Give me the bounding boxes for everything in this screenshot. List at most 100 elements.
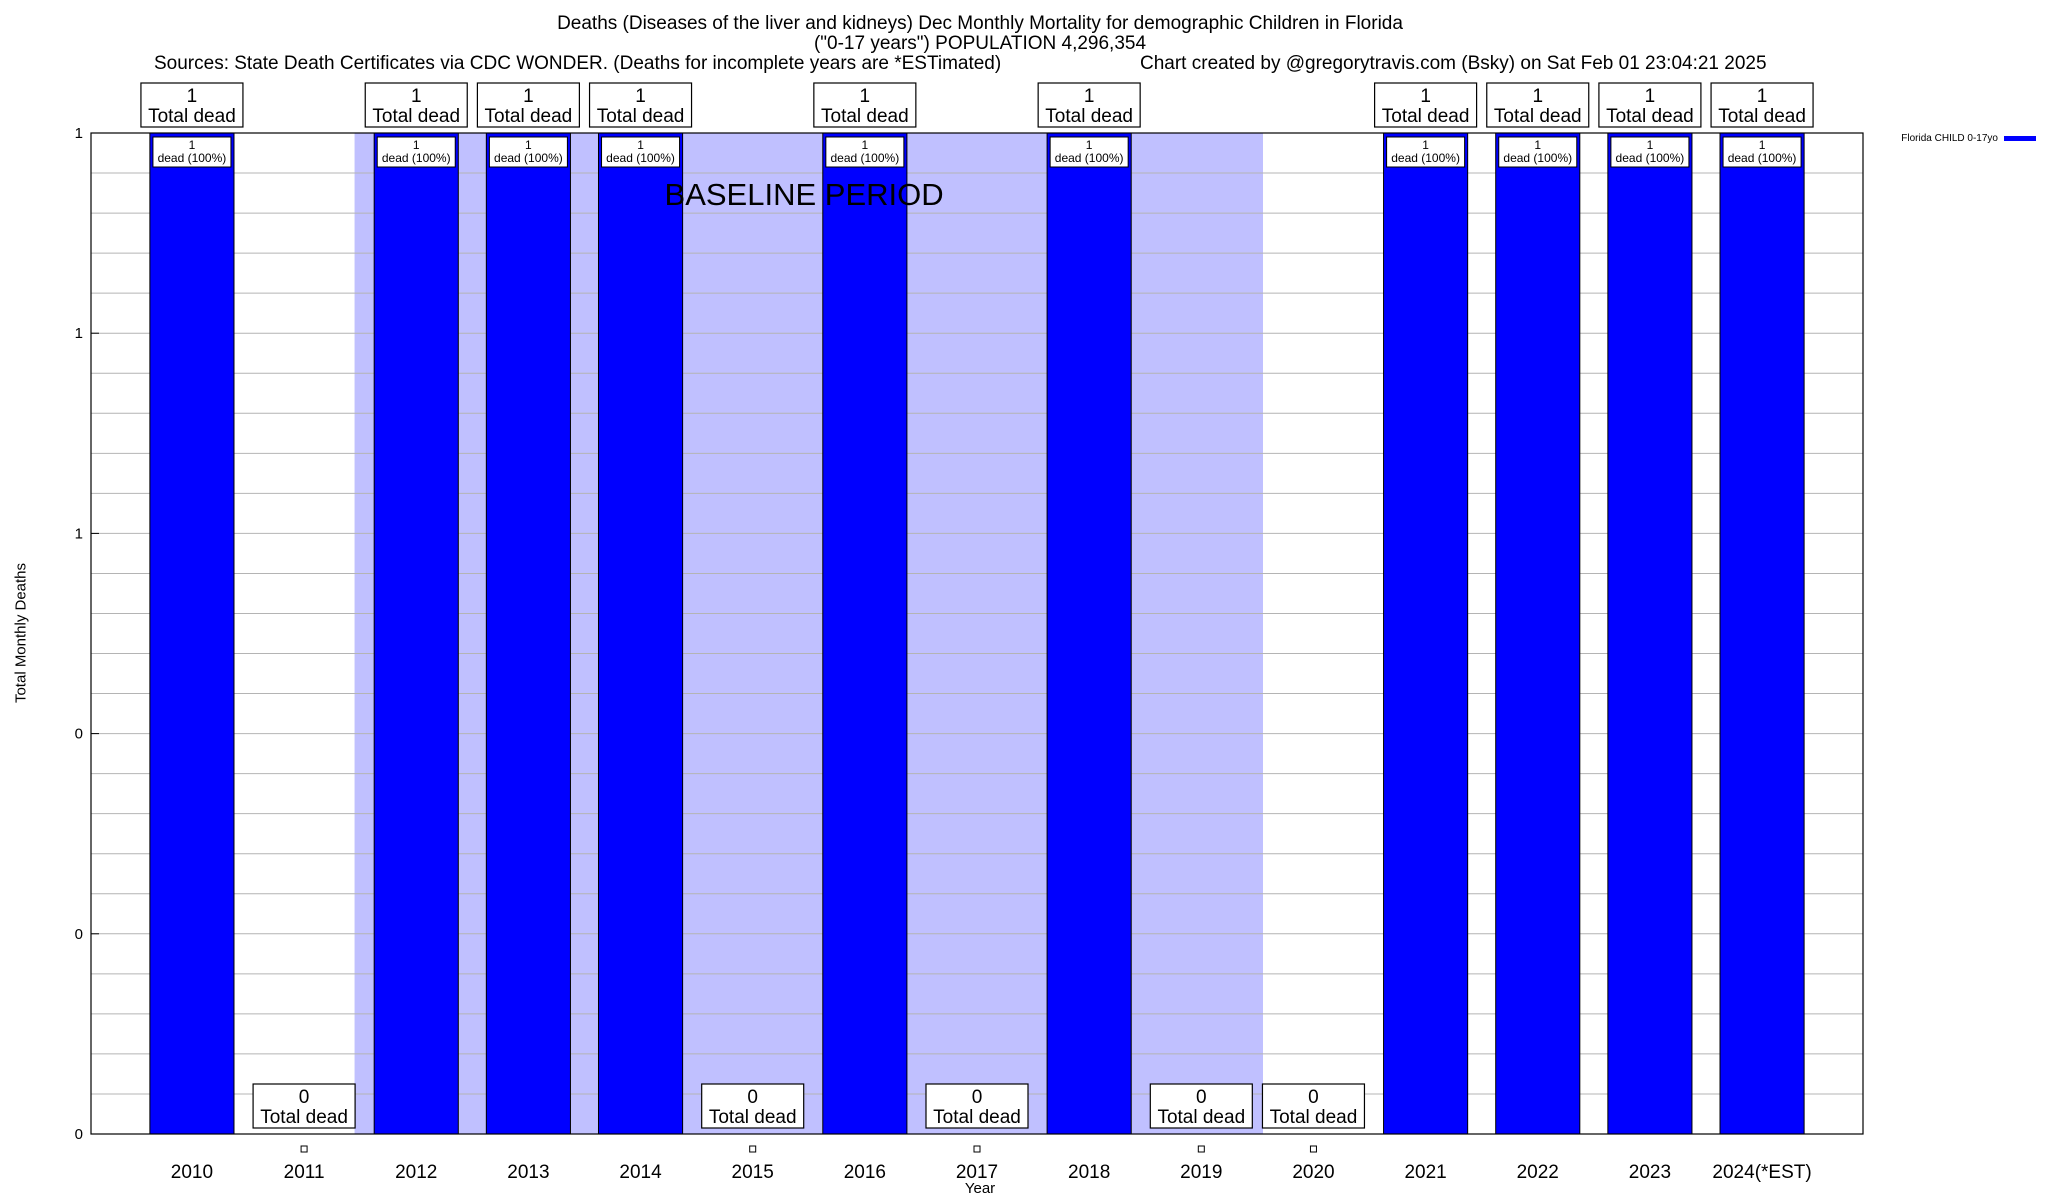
bar-value-count: 1 bbox=[189, 138, 196, 152]
bar-value-count: 1 bbox=[413, 138, 420, 152]
total-dead-box bbox=[364, 82, 468, 128]
total-dead-label: Total dead bbox=[1382, 106, 1470, 127]
total-dead-label: Total dead bbox=[1270, 1107, 1358, 1128]
bar-value-box bbox=[1049, 136, 1129, 168]
total-dead-count: 0 bbox=[972, 1087, 983, 1108]
total-dead-count: 1 bbox=[635, 86, 646, 107]
x-tick-label: 2011 bbox=[284, 1162, 325, 1183]
total-dead-label: Total dead bbox=[821, 106, 909, 127]
x-tick-label: 2021 bbox=[1404, 1162, 1446, 1183]
total-dead-label: Total dead bbox=[148, 106, 236, 127]
bar-value-percent: dead (100%) bbox=[1391, 151, 1460, 165]
chart-title-line2: ("0-17 years") POPULATION 4,296,354 bbox=[813, 33, 1147, 54]
bar-value-count: 1 bbox=[637, 138, 644, 152]
bar-value-count: 1 bbox=[1534, 138, 1541, 152]
total-dead-count: 1 bbox=[1420, 86, 1431, 107]
subtitle-row: Sources: State Death Certificates via CD… bbox=[150, 53, 1960, 75]
zero-point-marker bbox=[749, 1145, 757, 1153]
total-dead-box bbox=[925, 1083, 1029, 1129]
x-tick-label: 2024(*EST) bbox=[1712, 1162, 1811, 1183]
bar-value-box bbox=[376, 136, 456, 168]
y-tick-label: 0 bbox=[75, 1126, 83, 1143]
bar-value-percent: dead (100%) bbox=[1728, 151, 1797, 165]
zero-point-marker bbox=[1309, 1145, 1317, 1153]
bar-value-percent: dead (100%) bbox=[830, 151, 899, 165]
bar-value-percent: dead (100%) bbox=[158, 151, 227, 165]
y-tick-label: 0 bbox=[75, 926, 83, 943]
total-dead-box bbox=[1261, 1083, 1366, 1129]
total-dead-count: 0 bbox=[1196, 1087, 1207, 1108]
total-dead-count: 1 bbox=[1645, 86, 1656, 107]
x-tick-label: 2023 bbox=[1629, 1162, 1671, 1183]
x-tick-label: 2016 bbox=[844, 1162, 886, 1183]
total-dead-box bbox=[813, 82, 917, 128]
legend-swatch bbox=[2004, 136, 2036, 141]
total-dead-count: 0 bbox=[1308, 1087, 1319, 1108]
total-dead-box bbox=[476, 82, 580, 128]
x-tick-label: 2019 bbox=[1180, 1162, 1222, 1183]
total-dead-box bbox=[1374, 82, 1478, 128]
data-bar bbox=[485, 132, 571, 1135]
total-dead-count: 1 bbox=[1084, 86, 1095, 107]
credit-text: Chart created by @gregorytravis.com (Bsk… bbox=[1140, 53, 1767, 74]
y-axis-label: Total Monthly Deaths bbox=[12, 562, 30, 704]
y-tick-label: 1 bbox=[75, 125, 83, 142]
bar-value-count: 1 bbox=[1422, 138, 1429, 152]
total-dead-box bbox=[1037, 82, 1141, 128]
total-dead-label: Total dead bbox=[1157, 1107, 1245, 1128]
total-dead-label: Total dead bbox=[597, 106, 685, 127]
total-dead-count: 1 bbox=[523, 86, 534, 107]
data-bar bbox=[1046, 132, 1132, 1135]
zero-point-marker bbox=[1197, 1145, 1205, 1153]
total-dead-box bbox=[252, 1083, 356, 1129]
x-tick-label: 2022 bbox=[1517, 1162, 1559, 1183]
bar-value-box bbox=[1610, 136, 1690, 168]
plot-frame bbox=[90, 132, 1864, 1135]
total-dead-box bbox=[588, 82, 693, 128]
total-dead-label: Total dead bbox=[260, 1107, 348, 1128]
total-dead-label: Total dead bbox=[1606, 106, 1694, 127]
data-bar bbox=[1383, 132, 1469, 1135]
data-bar bbox=[822, 132, 908, 1135]
x-tick-label: 2013 bbox=[507, 1162, 549, 1183]
total-dead-count: 1 bbox=[1757, 86, 1768, 107]
bar-value-box bbox=[1386, 136, 1466, 168]
y-tick-label: 0 bbox=[75, 726, 83, 743]
total-dead-count: 1 bbox=[411, 86, 422, 107]
total-dead-box bbox=[140, 82, 244, 128]
total-dead-label: Total dead bbox=[372, 106, 460, 127]
x-tick-label: 2018 bbox=[1068, 1162, 1110, 1183]
zero-point-marker bbox=[300, 1145, 308, 1153]
bar-value-percent: dead (100%) bbox=[1055, 151, 1124, 165]
bar-value-count: 1 bbox=[1647, 138, 1654, 152]
bar-value-count: 1 bbox=[525, 138, 532, 152]
x-tick-label: 2017 bbox=[956, 1162, 998, 1183]
data-bar bbox=[1607, 132, 1693, 1135]
total-dead-count: 1 bbox=[187, 86, 198, 107]
data-bar bbox=[149, 132, 235, 1135]
total-dead-count: 1 bbox=[860, 86, 871, 107]
total-dead-label: Total dead bbox=[1718, 106, 1806, 127]
bar-value-box bbox=[1722, 136, 1802, 168]
total-dead-box bbox=[1598, 82, 1702, 128]
bar-value-box bbox=[152, 136, 232, 168]
bar-value-box bbox=[601, 136, 681, 168]
baseline-period-label: BASELINE PERIOD bbox=[665, 177, 944, 212]
total-dead-box bbox=[1486, 82, 1590, 128]
sources-text: Sources: State Death Certificates via CD… bbox=[154, 53, 1002, 74]
total-dead-label: Total dead bbox=[1494, 106, 1582, 127]
x-tick-label: 2010 bbox=[171, 1162, 213, 1183]
x-axis-label: Year bbox=[964, 1180, 996, 1197]
bar-value-count: 1 bbox=[862, 138, 869, 152]
data-bar bbox=[373, 132, 459, 1135]
chart-title: Deaths (Diseases of the liver and kidney… bbox=[557, 13, 1403, 34]
data-bar bbox=[597, 132, 684, 1135]
bar-value-box bbox=[488, 136, 568, 168]
x-tick-label: 2020 bbox=[1292, 1162, 1334, 1183]
bar-value-percent: dead (100%) bbox=[1616, 151, 1685, 165]
y-tick-label: 1 bbox=[75, 525, 83, 542]
bar-value-box bbox=[1498, 136, 1578, 168]
total-dead-label: Total dead bbox=[1045, 106, 1133, 127]
zero-point-marker bbox=[973, 1145, 981, 1153]
